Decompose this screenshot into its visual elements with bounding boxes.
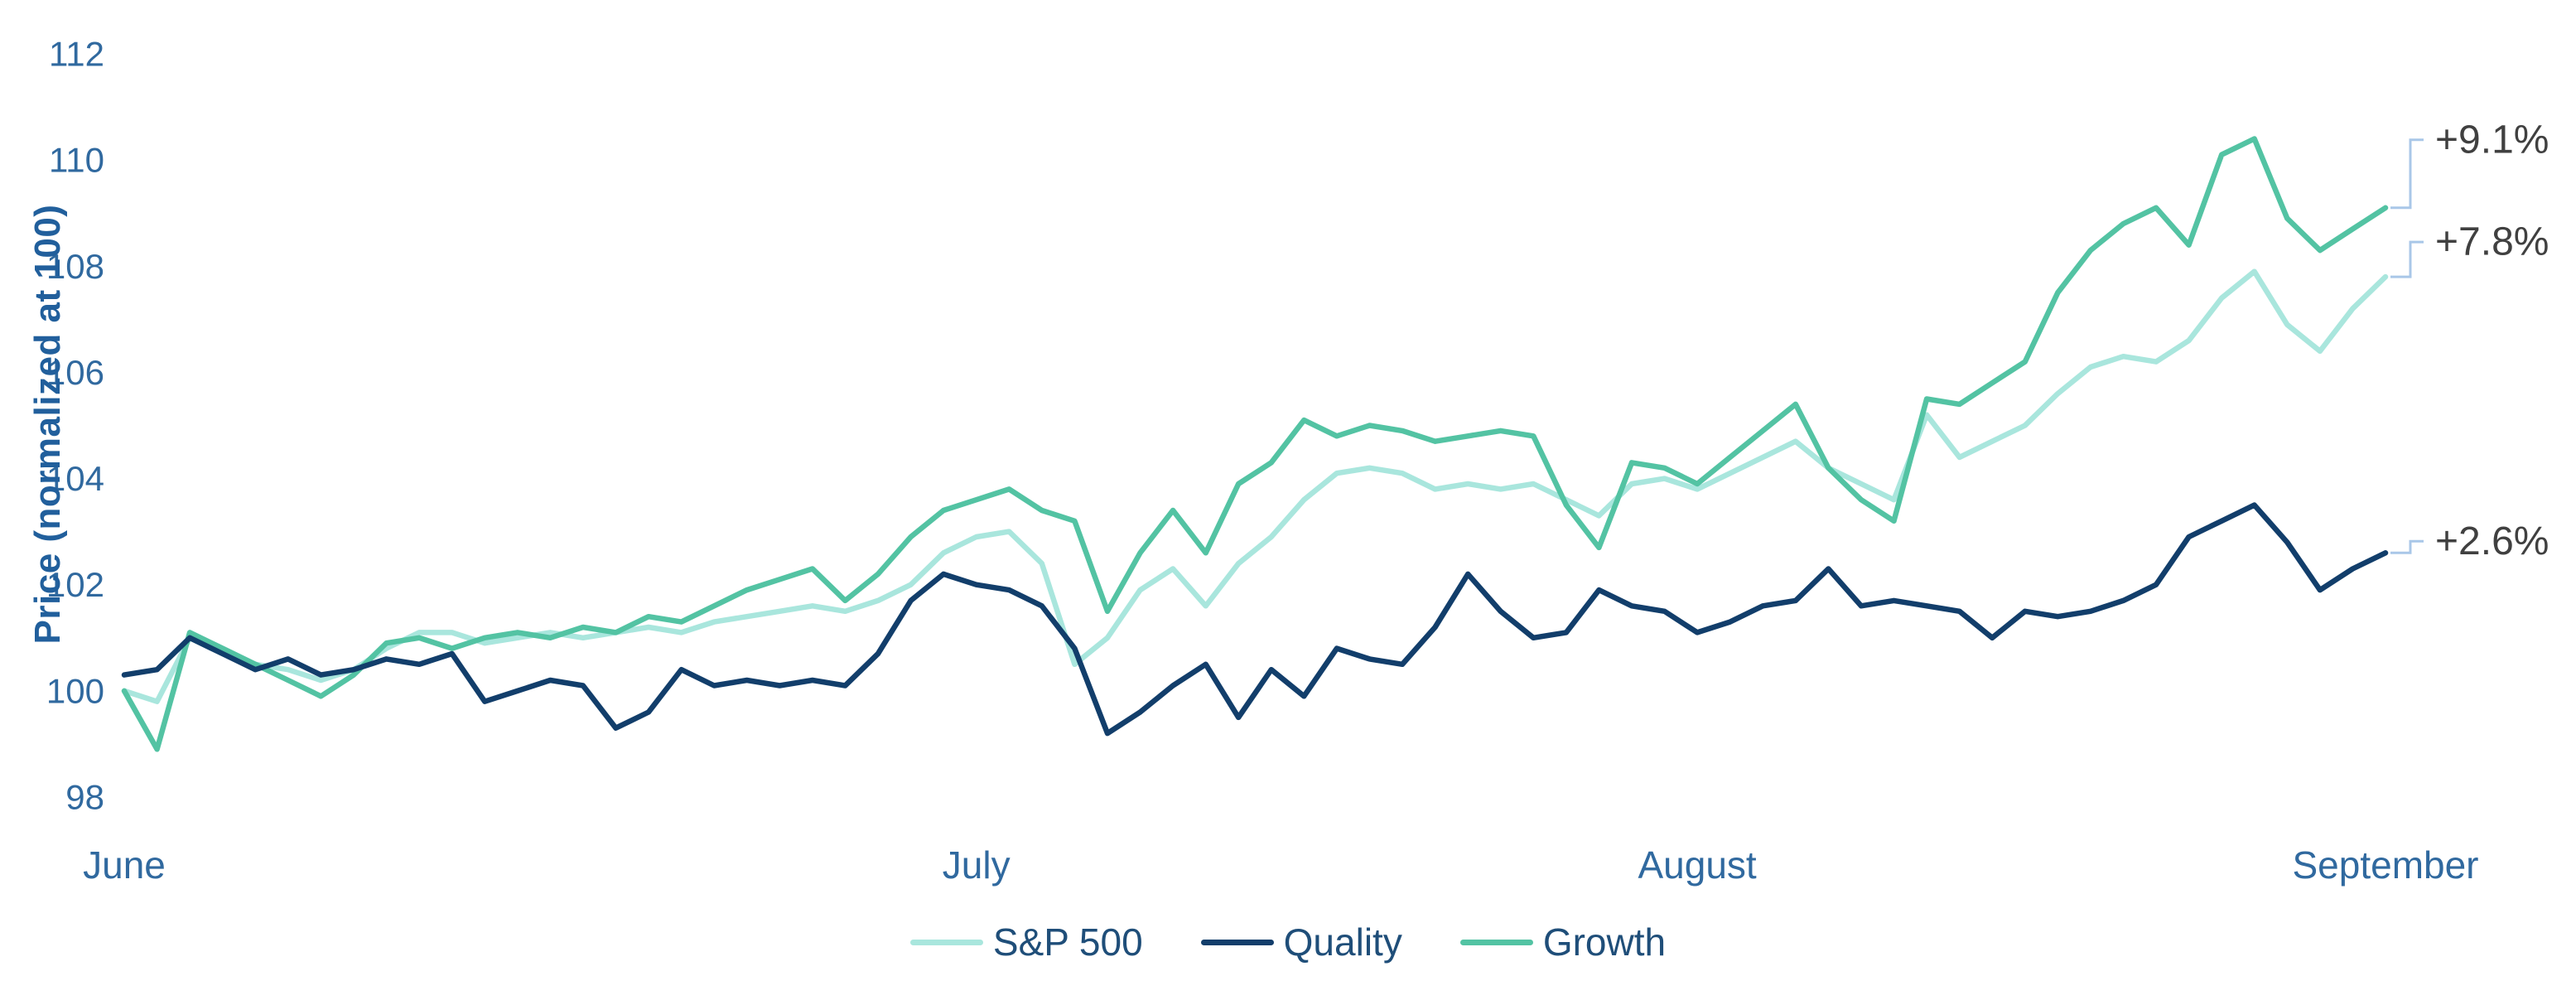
y-tick-label: 100 <box>46 671 104 710</box>
legend-item-quality: Quality <box>1200 920 1402 964</box>
quality-label-connector-icon <box>2390 539 2424 554</box>
legend-item-sp500: S&P 500 <box>909 920 1143 964</box>
growth-line <box>121 136 2389 752</box>
growth-label-connector-icon <box>2390 138 2424 210</box>
y-tick-label: 108 <box>46 247 104 286</box>
chart-legend: S&P 500 Quality Growth <box>0 920 2576 964</box>
s-p-500-line <box>121 268 2389 704</box>
y-tick-label: 102 <box>46 565 104 604</box>
x-tick-label-july: July <box>943 843 1011 887</box>
y-tick-label: 104 <box>46 459 104 498</box>
legend-label-growth: Growth <box>1542 920 1667 964</box>
quality-line-swatch-icon <box>1200 939 1274 945</box>
y-tick-label: 106 <box>46 353 104 392</box>
legend-label-quality: Quality <box>1283 920 1402 964</box>
growth-line-swatch-icon <box>1459 939 1533 945</box>
legend-item-growth: Growth <box>1459 920 1667 964</box>
y-axis-title: Price (normalized at 100) <box>27 204 68 645</box>
quality-line <box>121 502 2389 737</box>
x-tick-label-september: September <box>2292 843 2478 887</box>
x-tick-label-june: June <box>83 843 166 887</box>
growth-end-label: +9.1% <box>2435 118 2549 162</box>
y-tick-label: 112 <box>49 35 104 74</box>
s-p-500-end-label: +7.8% <box>2435 220 2549 264</box>
quality-end-label: +2.6% <box>2435 519 2549 563</box>
legend-label-sp500: S&P 500 <box>992 920 1143 964</box>
sp500-line-swatch-icon <box>909 939 983 945</box>
x-tick-label-august: August <box>1638 843 1756 887</box>
y-tick-label: 98 <box>65 778 104 817</box>
y-tick-label: 110 <box>49 141 104 180</box>
s-p-500-label-connector-icon <box>2390 240 2424 278</box>
